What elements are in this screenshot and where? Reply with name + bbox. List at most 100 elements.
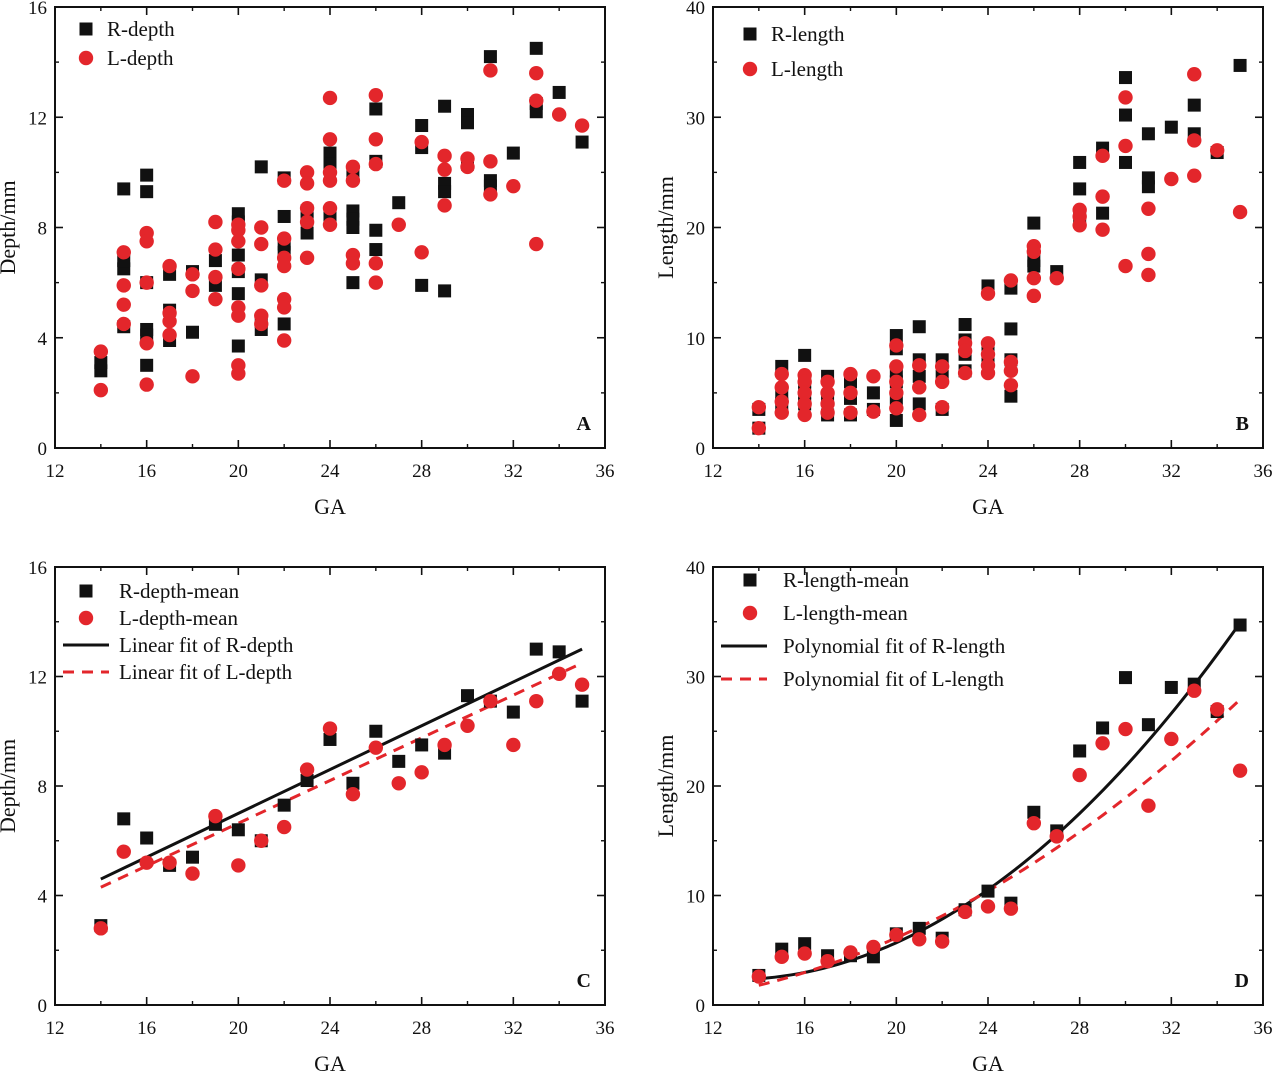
data-point bbox=[797, 407, 812, 423]
legend-label: Linear fit of R-depth bbox=[119, 633, 294, 657]
data-point bbox=[912, 397, 926, 411]
data-point bbox=[1072, 767, 1087, 783]
data-point bbox=[774, 380, 789, 395]
data-point bbox=[277, 209, 291, 223]
data-point bbox=[797, 946, 812, 961]
legend-marker bbox=[78, 610, 94, 626]
data-point bbox=[117, 182, 131, 196]
data-point bbox=[774, 366, 789, 382]
data-point bbox=[981, 884, 995, 898]
legend-marker bbox=[742, 61, 758, 77]
data-point bbox=[552, 645, 566, 659]
panel-b: 12 16 20 24 28 32 36 0 10 20 30 40 GA Length/mm B R-len… bbox=[653, 0, 1273, 519]
data-point bbox=[889, 927, 904, 943]
data-point bbox=[820, 385, 835, 401]
data-point bbox=[162, 855, 177, 870]
data-point bbox=[1027, 259, 1041, 273]
data-point bbox=[323, 146, 337, 160]
data-point bbox=[506, 737, 521, 753]
x-tick-label: 12 bbox=[46, 1018, 65, 1039]
data-point bbox=[1164, 731, 1179, 747]
data-point bbox=[139, 855, 154, 870]
x-tick-label: 16 bbox=[795, 461, 814, 482]
data-point bbox=[299, 250, 315, 266]
y-axis-title: Length/mm bbox=[653, 176, 678, 279]
data-point bbox=[1026, 288, 1042, 304]
data-point bbox=[1119, 108, 1132, 122]
data-point bbox=[369, 724, 383, 738]
data-point bbox=[483, 50, 497, 64]
data-point bbox=[1187, 98, 1201, 112]
data-point bbox=[1003, 273, 1019, 288]
data-point bbox=[912, 921, 926, 935]
data-point bbox=[1141, 180, 1155, 194]
data-point bbox=[276, 300, 292, 315]
data-point bbox=[1187, 133, 1202, 148]
data-point bbox=[1004, 322, 1018, 336]
y-axis-title: Depth/mm bbox=[0, 739, 20, 833]
data-point bbox=[185, 267, 200, 282]
data-point bbox=[1095, 222, 1110, 237]
data-point bbox=[185, 369, 200, 384]
legend-label: Linear fit of L-depth bbox=[119, 660, 293, 684]
data-point bbox=[392, 196, 406, 210]
y-tick-label: 12 bbox=[28, 108, 47, 129]
data-point bbox=[299, 176, 315, 191]
data-point bbox=[254, 278, 269, 293]
data-point bbox=[185, 283, 200, 299]
data-point bbox=[208, 254, 222, 268]
data-point bbox=[934, 359, 950, 374]
data-point bbox=[1027, 805, 1041, 819]
data-point bbox=[345, 159, 361, 175]
data-point bbox=[934, 400, 950, 415]
data-point bbox=[346, 276, 360, 290]
x-tick-label: 20 bbox=[887, 1018, 906, 1039]
x-tick-label: 32 bbox=[504, 461, 523, 482]
data-point bbox=[1209, 702, 1225, 717]
data-point bbox=[843, 945, 858, 960]
data-point bbox=[368, 156, 384, 172]
data-point bbox=[438, 284, 452, 298]
x-tick-label: 28 bbox=[412, 1018, 431, 1039]
fit-line-solid bbox=[758, 621, 1242, 981]
data-point bbox=[1141, 718, 1155, 732]
data-point bbox=[299, 214, 315, 230]
data-point bbox=[208, 214, 223, 230]
x-tick-label: 20 bbox=[887, 461, 906, 482]
data-point bbox=[798, 937, 812, 951]
data-point bbox=[957, 365, 973, 381]
data-point bbox=[1141, 127, 1155, 141]
data-point bbox=[889, 413, 903, 427]
y-tick-label: 0 bbox=[38, 996, 48, 1017]
panel-letter: D bbox=[1235, 970, 1249, 992]
data-point bbox=[231, 339, 245, 353]
data-point bbox=[1118, 138, 1133, 154]
data-point bbox=[1027, 216, 1041, 230]
data-point bbox=[254, 236, 269, 252]
data-point bbox=[798, 348, 812, 362]
series-l-depth-mean bbox=[93, 666, 590, 936]
data-point bbox=[345, 173, 361, 188]
data-point bbox=[116, 245, 131, 260]
y-tick-label: 0 bbox=[696, 996, 706, 1017]
data-point bbox=[552, 85, 566, 99]
data-point bbox=[1049, 829, 1064, 844]
data-point bbox=[1095, 189, 1110, 204]
legend-label: R-depth-mean bbox=[119, 579, 240, 603]
series-r-depth bbox=[94, 41, 589, 378]
x-axis-title: GA bbox=[972, 1051, 1004, 1076]
data-point bbox=[820, 954, 835, 969]
data-point bbox=[276, 819, 292, 835]
data-point bbox=[186, 850, 199, 864]
x-axis-title: GA bbox=[314, 1051, 346, 1076]
data-point bbox=[414, 134, 429, 150]
y-tick-label: 8 bbox=[38, 219, 48, 240]
x-tick-label: 28 bbox=[1070, 461, 1089, 482]
data-point bbox=[414, 765, 429, 780]
x-tick-label: 16 bbox=[137, 461, 156, 482]
data-point bbox=[529, 41, 543, 55]
y-tick-label: 40 bbox=[686, 558, 705, 579]
data-point bbox=[392, 754, 406, 768]
data-point bbox=[415, 119, 429, 133]
data-point bbox=[1209, 143, 1225, 158]
